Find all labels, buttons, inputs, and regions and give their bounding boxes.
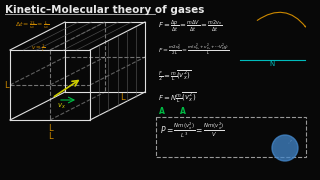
- Text: $v = \frac{1}{t}$: $v = \frac{1}{t}$: [31, 42, 45, 54]
- Text: L: L: [4, 80, 8, 89]
- Text: $\checkmark$: $\checkmark$: [286, 138, 293, 145]
- Text: $F=\frac{m2v_x^2}{2L}=\frac{m(v_{x_1}^2+v_{x_2}^2+\cdots V_{xN}^2)}{L}$: $F=\frac{m2v_x^2}{2L}=\frac{m(v_{x_1}^2+…: [158, 42, 229, 58]
- Text: A: A: [180, 107, 186, 116]
- Circle shape: [272, 135, 298, 161]
- Text: L: L: [48, 124, 52, 133]
- Text: A: A: [159, 107, 165, 116]
- Bar: [156, 117, 306, 157]
- Text: N: N: [269, 61, 275, 67]
- Circle shape: [277, 140, 293, 156]
- FancyArrowPatch shape: [257, 12, 306, 27]
- Text: $\Delta t = \frac{2L}{v_x} = \frac{L}{v_x}$: $\Delta t = \frac{2L}{v_x} = \frac{L}{v_…: [15, 19, 50, 31]
- Text: Kinetic–Molecular theory of gases: Kinetic–Molecular theory of gases: [5, 5, 204, 15]
- Text: L: L: [120, 93, 124, 102]
- Text: $F=\frac{\Delta p}{\Delta t}=\frac{m\Delta V}{\Delta t}=\frac{m 2v_x}{\Delta t}$: $F=\frac{\Delta p}{\Delta t}=\frac{m\Del…: [158, 18, 222, 34]
- Text: L: L: [48, 132, 52, 141]
- Text: $P=\frac{Nm(v_x^2)}{L^3}=\frac{Nm(v_x^2)}{V}$: $P=\frac{Nm(v_x^2)}{L^3}=\frac{Nm(v_x^2)…: [160, 120, 225, 140]
- Text: $\frac{F}{2}=\frac{m}{L}\overline{(v_x^2)}$: $\frac{F}{2}=\frac{m}{L}\overline{(v_x^2…: [158, 68, 191, 83]
- Text: $F=N\frac{m}{L}\overline{(v_x^2)}$: $F=N\frac{m}{L}\overline{(v_x^2)}$: [158, 90, 197, 105]
- Text: $v_x$: $v_x$: [58, 102, 67, 111]
